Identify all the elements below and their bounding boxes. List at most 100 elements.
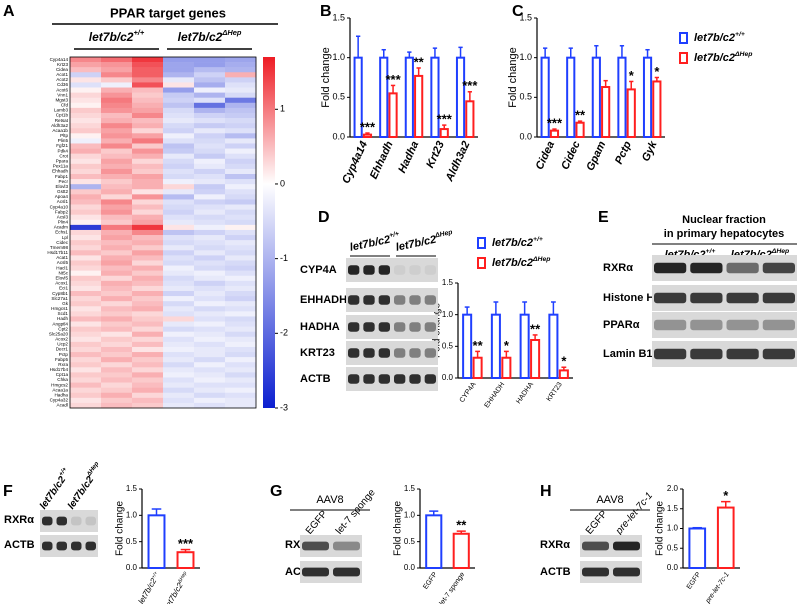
x-tick-label: KRT23 [546, 381, 564, 403]
colorbar [263, 57, 275, 408]
heatmap-cell [70, 352, 102, 358]
heatmap-cell [194, 229, 226, 236]
heatmap-cell [70, 77, 102, 83]
heatmap-cell [132, 112, 164, 119]
heatmap-cell [225, 321, 257, 327]
heatmap-cell [132, 357, 164, 363]
group-label: let7b/c2+/+ [89, 28, 145, 44]
heatmap-cell [163, 128, 195, 134]
blot-band [726, 348, 759, 360]
heatmap-cell [225, 62, 257, 68]
blot-band [613, 541, 640, 551]
heatmap-cell [101, 275, 133, 282]
heatmap-cell [70, 143, 102, 149]
significance: *** [462, 78, 478, 93]
heatmap-cell [132, 382, 164, 388]
legend-label-sup: +/+ [735, 31, 745, 38]
blot-band [363, 374, 375, 384]
y-tick-label: 1.5 [519, 12, 532, 22]
heatmap-cell [101, 102, 133, 109]
heatmap-cell [225, 128, 257, 134]
gene-label: Nt5c [59, 270, 69, 275]
x-tick-label: Aldh3a2 [443, 139, 472, 184]
heatmap-cell [70, 148, 102, 154]
heatmap-cell [163, 107, 195, 114]
heatmap-cell [132, 118, 164, 124]
blot-row-label: ACTB [540, 566, 571, 578]
blot-row-label: HADHA [300, 321, 340, 333]
heatmap-cell [101, 301, 133, 307]
heatmap-cell [70, 397, 102, 404]
heatmap-cell [163, 194, 195, 200]
heatmap-cell [194, 174, 226, 180]
legend-label-base: let7b/c2 [694, 52, 735, 64]
heatmap-cell [194, 77, 226, 83]
heatmap-cell [101, 387, 133, 394]
heatmap-cell [225, 275, 257, 282]
blot-row-label: ACTB [300, 373, 331, 385]
legend-swatch [477, 237, 486, 249]
heatmap-cell [194, 240, 226, 246]
heatmap-cell [163, 336, 195, 343]
blot-row-label: RXRα [540, 539, 570, 551]
blot-band [409, 265, 421, 275]
heatmap-cell [194, 62, 226, 68]
blot-band [42, 516, 53, 526]
gene-label: Hadh [57, 316, 68, 321]
heatmap-cell [194, 341, 226, 348]
error-bar [390, 84, 396, 94]
group-label-base: let7b/c2 [89, 30, 134, 44]
lane-label: EGFP [584, 508, 610, 536]
error-bar [456, 530, 466, 534]
heatmap-cell [163, 265, 195, 271]
heatmap-cell [225, 296, 257, 302]
blot-background [580, 561, 642, 583]
blot-band [85, 516, 96, 526]
blot-band [726, 262, 759, 274]
gene-label: Hmgcs1 [51, 306, 68, 311]
heatmap-cell [70, 184, 102, 190]
heatmap-cell [163, 285, 195, 292]
heatmap-cell [101, 128, 133, 134]
heatmap-cell [194, 326, 226, 332]
heatmap-cell [225, 87, 257, 93]
heatmap-cell [70, 107, 102, 114]
heatmap-cell [101, 306, 133, 312]
heatmap-cell [132, 158, 164, 165]
heatmap-cell [101, 316, 133, 322]
heatmap-cell [225, 336, 257, 343]
heatmap-cell [132, 153, 164, 160]
heatmap-cell [101, 392, 133, 399]
heatmap-cell [101, 77, 133, 83]
heatmap-cell [132, 296, 164, 302]
gene-label: Elovl3 [55, 184, 68, 189]
blot-background [346, 258, 438, 282]
legend-label-base: let7b/c2 [694, 32, 735, 44]
heatmap-cell [70, 123, 102, 129]
heatmap-cell [101, 194, 133, 200]
gene-label: Lamb3 [54, 108, 68, 113]
heatmap-cell [101, 372, 133, 378]
heatmap-cell [70, 240, 102, 246]
heatmap-cell [101, 240, 133, 246]
heatmap-cell [194, 245, 226, 251]
heatmap-cell [70, 158, 102, 165]
blot-band [302, 567, 329, 577]
bar [591, 56, 601, 139]
heatmap-cell [194, 311, 226, 317]
gene-label: Acaa1a [52, 387, 68, 392]
blot-band [348, 348, 360, 358]
heatmap-frame [69, 56, 257, 409]
heatmap-cell [194, 321, 226, 327]
heatmap-cell [163, 255, 195, 261]
heatmap-cell [101, 346, 133, 353]
heatmap-cell [101, 174, 133, 180]
heatmap-cell [101, 229, 133, 236]
heatmap-cell [132, 174, 164, 180]
y-tick-label: 0.5 [404, 537, 416, 546]
heatmap-cell [132, 285, 164, 292]
heatmap-cell [132, 402, 164, 409]
heatmap-cell [70, 346, 102, 353]
gene-label: Rxra [58, 362, 68, 367]
heatmap-cell [132, 362, 164, 368]
